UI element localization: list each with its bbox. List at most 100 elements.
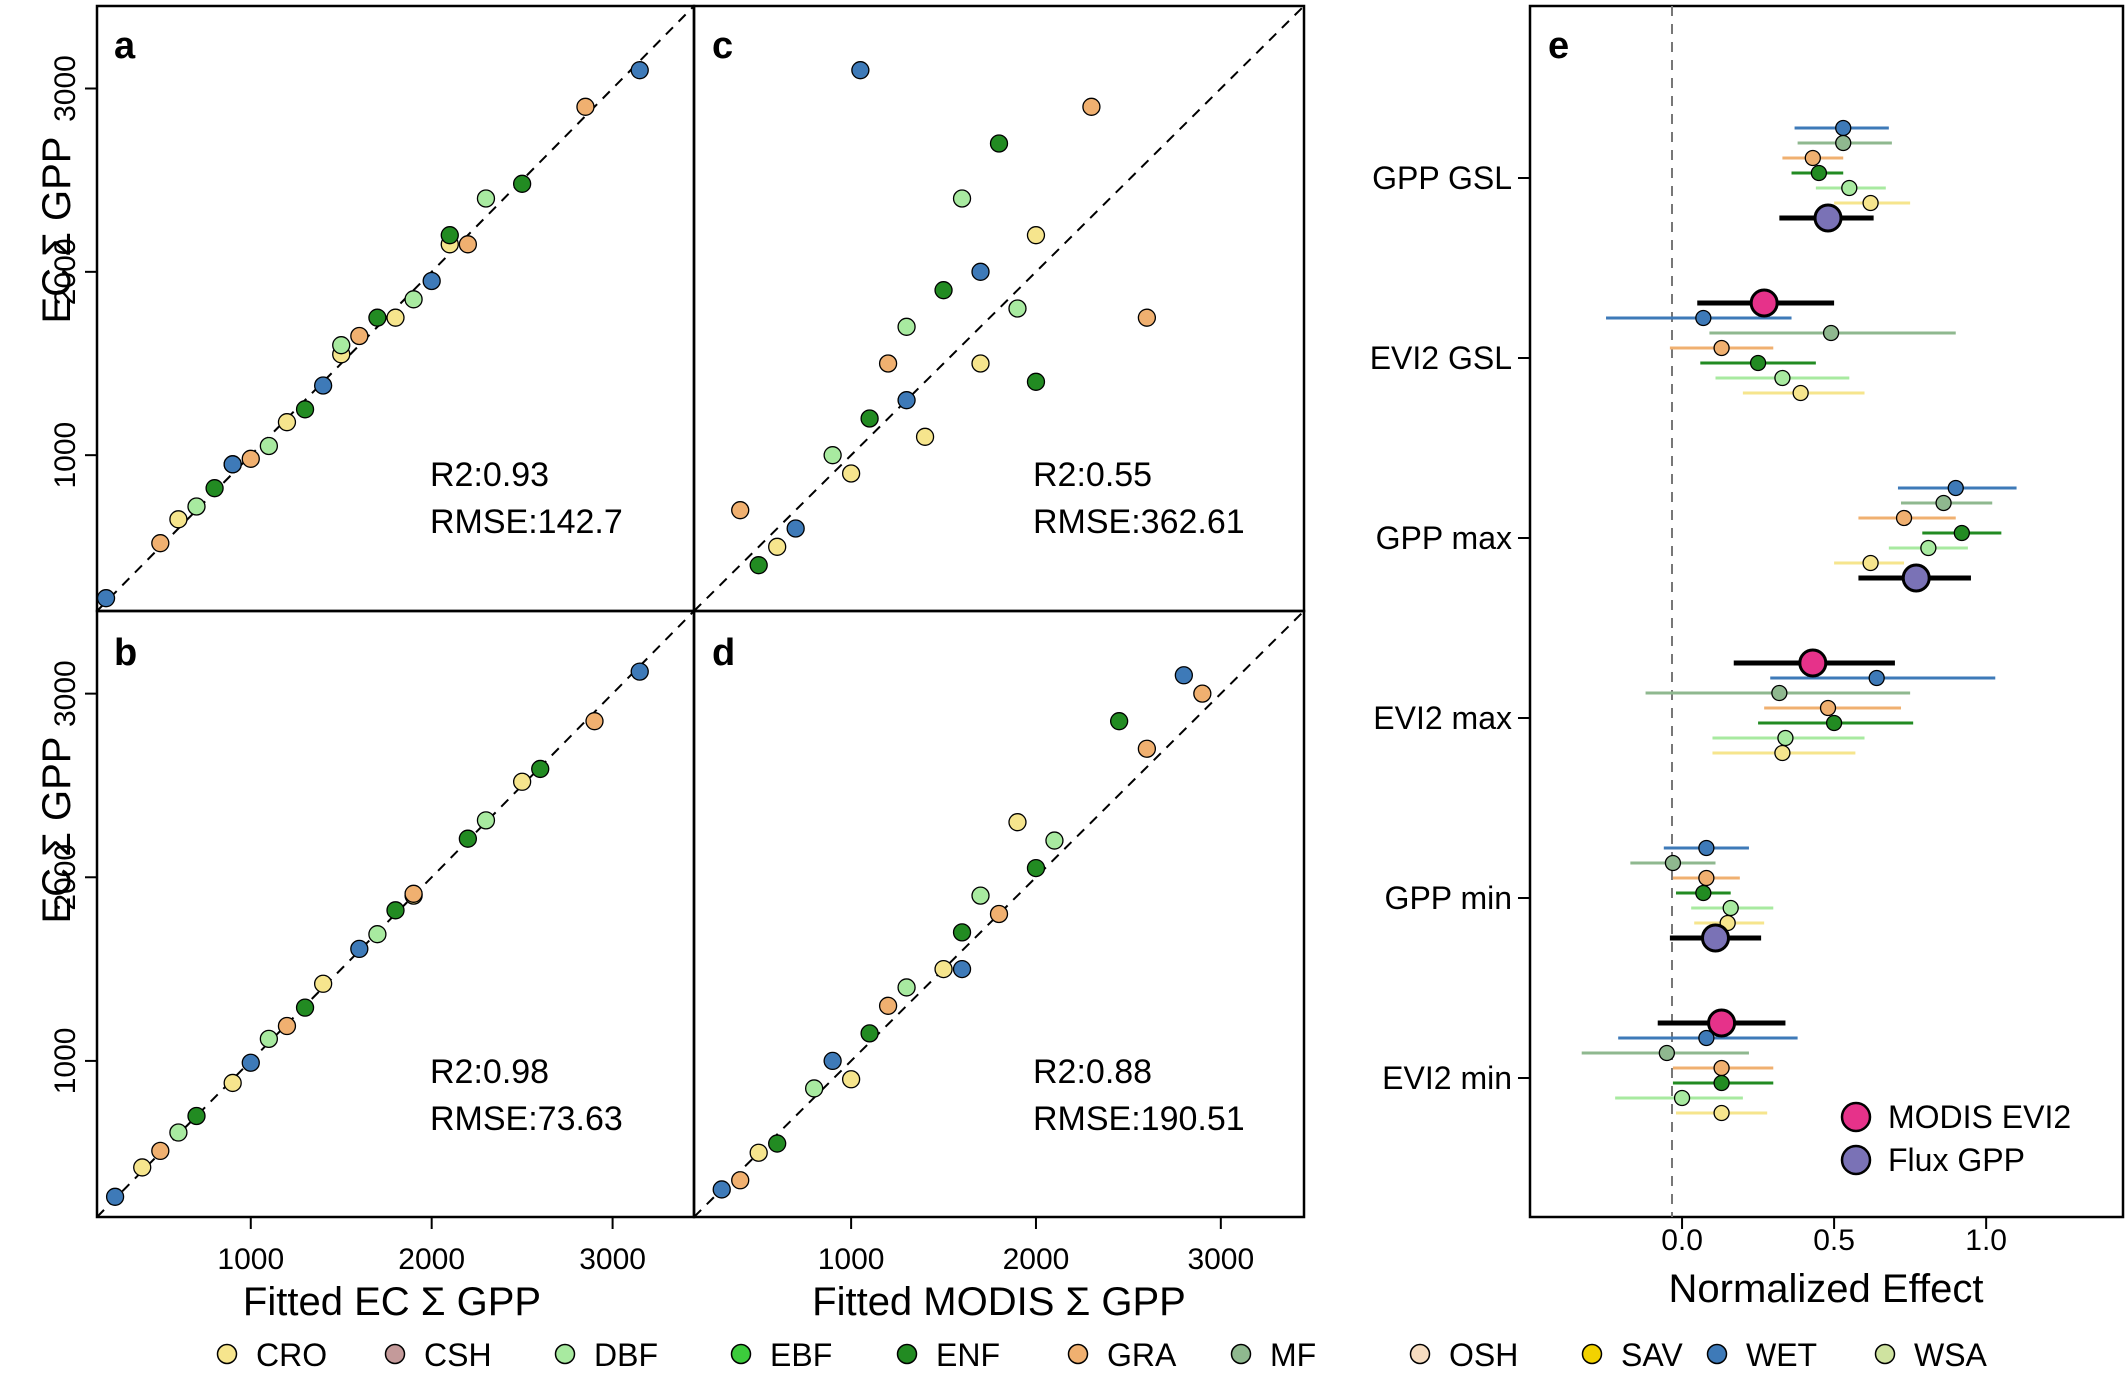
point-b-gra [404, 884, 423, 903]
point-d-enf [1026, 858, 1046, 878]
point-c-gra [1137, 308, 1157, 327]
legend-label-dbf: DBF [594, 1337, 658, 1373]
legend-label-cro: CRO [256, 1337, 327, 1373]
point-a-enf [440, 226, 459, 245]
point-b-gra [585, 712, 604, 731]
point-c-wet [851, 61, 870, 80]
effect-cro [1713, 1104, 1730, 1122]
point-b-enf [531, 759, 550, 779]
effect-dbf [1722, 899, 1739, 917]
point-c-cro [915, 427, 935, 446]
category-label: GPP min [1385, 880, 1512, 916]
effect-x-tick-label: 0.0 [1661, 1224, 1703, 1257]
panel-a-points [96, 61, 649, 608]
point-a-dbf [332, 336, 351, 355]
panel-e-axes: GPP GSL EVI2 GSL GPP max EVI2 max GPP min EVI… [1370, 160, 2007, 1257]
effect-x-tick-label: 1.0 [1965, 1224, 2007, 1257]
x-tick-label-d: 1000 [818, 1243, 885, 1276]
y-tick-label-a: 3000 [49, 55, 82, 122]
point-b-dbf [368, 925, 387, 944]
effect-gra [1713, 339, 1730, 357]
point-a-enf [295, 400, 315, 419]
effect-dbf [1920, 539, 1937, 557]
legend-label-csh: CSH [424, 1337, 492, 1373]
y-tick-label-a: 2000 [49, 238, 82, 305]
point-d-enf [1110, 712, 1129, 731]
effect-cro [1774, 744, 1791, 762]
point-b-wet [350, 939, 369, 959]
legend-marker-wet [1706, 1343, 1728, 1365]
point-d-dbf [897, 978, 916, 997]
x-tick-label-d: 2000 [1003, 1243, 1070, 1276]
effect-gra [1698, 869, 1715, 887]
panel-b-rmse: RMSE:73.63 [430, 1100, 623, 1138]
point-a-cro [386, 308, 405, 327]
legend-label-enf: ENF [936, 1337, 1000, 1373]
y-tick-label-b: 2000 [49, 844, 82, 911]
legend-marker-mf [1230, 1343, 1252, 1365]
legend-label-ebf: EBF [770, 1337, 832, 1373]
point-a-wet [630, 61, 649, 80]
effect-mf [1664, 854, 1682, 872]
point-c-enf [934, 281, 953, 300]
point-c-gra [731, 501, 750, 520]
panel-e-forest-plot [1581, 119, 2017, 1122]
panel-b-one-to-one-line [96, 610, 695, 1218]
effect-summary [1707, 1008, 1737, 1038]
panel-c-points [731, 61, 1157, 575]
point-d-gra [1193, 684, 1212, 703]
y-tick-label-a: 1000 [49, 422, 82, 489]
effect-dbf [1777, 729, 1794, 747]
effect-wet [1947, 479, 1964, 497]
point-a-dbf [404, 290, 423, 309]
point-a-gra [151, 534, 170, 553]
legend-marker-csh [384, 1343, 406, 1365]
point-c-cro [971, 354, 990, 373]
x-axis-label-middle: Fitted MODIS Σ GPP [812, 1280, 1186, 1324]
legend-marker-wsa [1874, 1343, 1896, 1365]
point-c-cro [768, 537, 787, 556]
legend-marker-cro [216, 1343, 238, 1365]
point-a-cro [277, 413, 297, 432]
point-a-wet [223, 455, 242, 474]
category-label: EVI2 min [1382, 1060, 1512, 1096]
x-axis-label-left: Fitted EC Σ GPP [243, 1280, 541, 1324]
point-a-wet [313, 376, 333, 395]
effect-cro [1792, 384, 1809, 402]
biome-legend: CRO CSH DBF EBF ENF GRA MF OSH SAV WET WSA [216, 1337, 1988, 1373]
point-c-dbf [897, 317, 916, 336]
x-tick-label-d: 3000 [1187, 1243, 1254, 1276]
effect-enf [1713, 1074, 1730, 1092]
point-b-enf [458, 829, 478, 848]
effect-summary [1701, 923, 1731, 953]
effect-wet [1698, 839, 1715, 857]
legend-marker-osh [1409, 1343, 1431, 1365]
effect-gra [1804, 149, 1821, 167]
y-tick-label-b: 1000 [49, 1028, 82, 1095]
point-c-cro [841, 464, 861, 483]
point-b-dbf [259, 1029, 279, 1049]
effect-dbf [1673, 1089, 1691, 1107]
point-d-cro [934, 959, 953, 979]
point-c-enf [860, 409, 879, 428]
effect-mf [1658, 1044, 1675, 1062]
panel-b-points [105, 662, 649, 1206]
point-b-cro [512, 772, 532, 791]
point-d-wet [712, 1180, 731, 1199]
point-c-gra [878, 354, 898, 373]
point-a-cro [169, 510, 188, 529]
y-tick-label-b: 3000 [49, 660, 82, 727]
panel-e-frame [1528, 4, 2125, 1219]
legend-flux-gpp-marker [1840, 1144, 1872, 1176]
point-a-wet [96, 589, 116, 608]
point-b-wet [630, 662, 649, 681]
legend-label-gra: GRA [1107, 1337, 1177, 1373]
point-d-enf [860, 1024, 879, 1043]
point-c-dbf [952, 189, 972, 208]
panel-d-r2: R2:0.88 [1033, 1053, 1152, 1091]
effect-cro [1862, 554, 1879, 572]
effect-summary [1901, 563, 1931, 593]
point-b-enf [295, 998, 315, 1017]
category-label: EVI2 max [1373, 700, 1512, 736]
legend-label-mf: MF [1270, 1337, 1316, 1373]
